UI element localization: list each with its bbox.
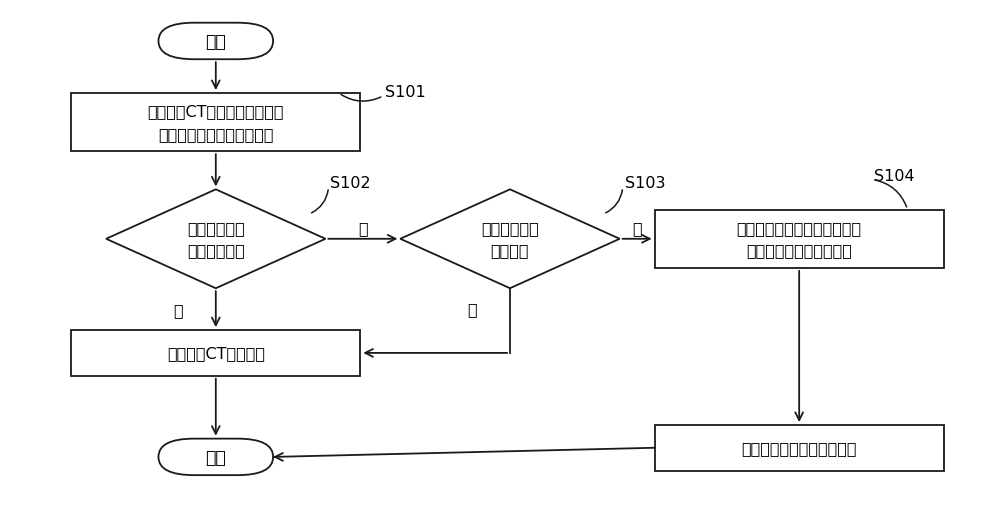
Text: 极性错误告警并显示错误相: 极性错误告警并显示错误相 (741, 440, 857, 456)
Text: 结束: 结束 (205, 448, 226, 466)
Text: 提取各相CT暂态电流及零模电
流，计算对应的有效值均值: 提取各相CT暂态电流及零模电 流，计算对应的有效值均值 (148, 104, 284, 142)
FancyBboxPatch shape (71, 94, 360, 152)
Text: S101: S101 (385, 85, 426, 100)
Text: 否: 否 (467, 301, 477, 317)
Text: 是否满足极性
校验启动判据: 是否满足极性 校验启动判据 (187, 221, 245, 258)
Polygon shape (106, 190, 325, 289)
Text: 是否满足极性
错误判据: 是否满足极性 错误判据 (481, 221, 539, 258)
FancyBboxPatch shape (655, 210, 944, 268)
FancyBboxPatch shape (158, 439, 273, 475)
FancyBboxPatch shape (158, 23, 273, 60)
Text: 是: 是 (358, 221, 368, 236)
Text: 是: 是 (632, 221, 642, 236)
Text: S104: S104 (874, 168, 915, 184)
Polygon shape (400, 190, 620, 289)
FancyBboxPatch shape (655, 425, 944, 471)
Text: 否: 否 (173, 302, 183, 317)
FancyBboxPatch shape (71, 330, 360, 376)
Text: 输出三相CT极性正确: 输出三相CT极性正确 (167, 346, 265, 361)
Text: 计算各相错误相识别函数值，
取最小函数值相为错误相: 计算各相错误相识别函数值， 取最小函数值相为错误相 (737, 221, 862, 258)
Text: S103: S103 (625, 176, 665, 191)
Text: S102: S102 (330, 176, 371, 191)
Text: 开始: 开始 (205, 33, 226, 51)
